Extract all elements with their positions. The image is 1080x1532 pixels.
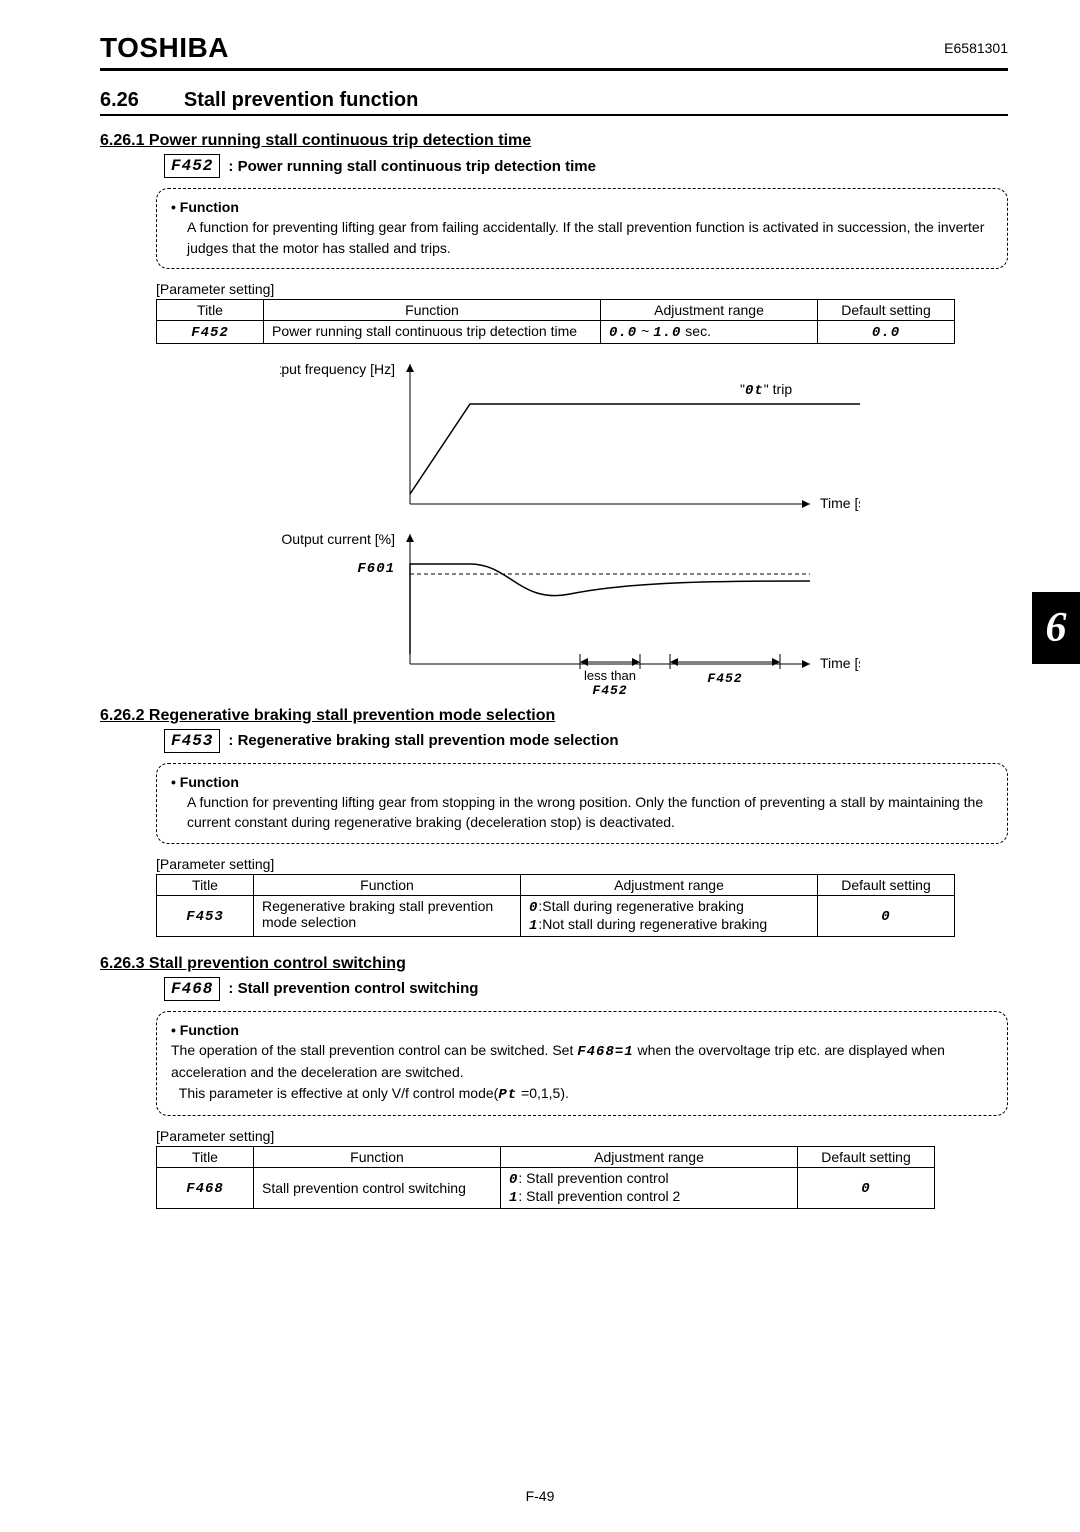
function-label-1: • Function — [171, 197, 993, 217]
t2-default: 0 — [818, 895, 955, 936]
function-text-1: A function for preventing lifting gear f… — [171, 217, 993, 258]
t2-range: 0:Stall during regenerative braking 1:No… — [521, 895, 818, 936]
t1-h2: Function — [264, 299, 601, 320]
t1-default: 0.0 — [818, 320, 955, 343]
function-text-2: A function for preventing lifting gear f… — [171, 792, 993, 833]
param-code-f452: F452 — [164, 154, 220, 178]
t3-h3: Adjustment range — [501, 1146, 798, 1167]
t2-func: Regenerative braking stall prevention mo… — [254, 895, 521, 936]
time2-label: Time [s] — [820, 655, 860, 671]
f601-label: F601 — [357, 561, 395, 577]
header-rule — [100, 68, 1008, 71]
param-table-1: Title Function Adjustment range Default … — [156, 299, 955, 344]
brand: TOSHIBA — [100, 32, 1008, 64]
param-desc-2: : Regenerative braking stall prevention … — [228, 732, 618, 749]
arrow-right-icon — [632, 658, 640, 666]
trip-label: "0t" trip — [740, 381, 792, 399]
section-heading: 6.26 Stall prevention function — [100, 89, 1008, 112]
timing-diagram: Output frequency [Hz] "0t" trip Time [s]… — [280, 354, 1008, 697]
function-text-3: The operation of the stall prevention co… — [171, 1040, 993, 1105]
ps-label-3: [Parameter setting] — [156, 1128, 1008, 1144]
t1-h1: Title — [157, 299, 264, 320]
sub2-heading: 6.26.2 Regenerative braking stall preven… — [100, 707, 1008, 725]
function-label-2: • Function — [171, 772, 993, 792]
t1-title: F452 — [157, 320, 264, 343]
section-rule — [100, 114, 1008, 116]
t3-default: 0 — [798, 1167, 935, 1208]
arrow-up-icon — [406, 534, 414, 542]
t1-h3: Adjustment range — [601, 299, 818, 320]
t2-title: F453 — [157, 895, 254, 936]
axis-cur-label: Output current [%] — [281, 531, 395, 547]
t3-title: F468 — [157, 1167, 254, 1208]
arrow-left-icon — [670, 658, 678, 666]
param-table-2: Title Function Adjustment range Default … — [156, 874, 955, 937]
ps-label-1: [Parameter setting] — [156, 281, 1008, 297]
param-desc-1: : Power running stall continuous trip de… — [228, 158, 596, 175]
t3-func: Stall prevention control switching — [254, 1167, 501, 1208]
param-code-f468: F468 — [164, 977, 220, 1001]
f452-label-a: F452 — [592, 683, 627, 694]
section-number: 6.26 — [100, 89, 180, 112]
ps-label-2: [Parameter setting] — [156, 856, 1008, 872]
t3-h4: Default setting — [798, 1146, 935, 1167]
axis-freq-label: Output frequency [Hz] — [280, 361, 395, 377]
arrow-right-icon — [772, 658, 780, 666]
t3-h1: Title — [157, 1146, 254, 1167]
less-than-label: less than — [584, 668, 636, 683]
t2-h4: Default setting — [818, 874, 955, 895]
function-box-3: • Function The operation of the stall pr… — [156, 1011, 1008, 1116]
t3-h2: Function — [254, 1146, 501, 1167]
function-box-1: • Function A function for preventing lif… — [156, 188, 1008, 269]
t3-range: 0: Stall prevention control 1: Stall pre… — [501, 1167, 798, 1208]
section-title: Stall prevention function — [184, 89, 418, 112]
time1-label: Time [s] — [820, 495, 860, 511]
arrow-right-icon — [802, 500, 810, 508]
sub3-heading: 6.26.3 Stall prevention control switchin… — [100, 955, 1008, 973]
doc-number: E6581301 — [944, 40, 1008, 56]
param-desc-3: : Stall prevention control switching — [228, 980, 478, 997]
freq-curve — [410, 404, 860, 494]
page-footer: F-49 — [0, 1488, 1080, 1504]
arrow-left-icon — [580, 658, 588, 666]
param-code-f453: F453 — [164, 729, 220, 753]
param-table-3: Title Function Adjustment range Default … — [156, 1146, 935, 1209]
t2-h1: Title — [157, 874, 254, 895]
t1-func: Power running stall continuous trip dete… — [264, 320, 601, 343]
current-curve — [410, 564, 810, 654]
t1-range: 0.0 ~ 1.0 sec. — [601, 320, 818, 343]
arrow-right-icon — [802, 660, 810, 668]
arrow-up-icon — [406, 364, 414, 372]
t2-h2: Function — [254, 874, 521, 895]
function-label-3: • Function — [171, 1020, 993, 1040]
function-box-2: • Function A function for preventing lif… — [156, 763, 1008, 844]
chapter-tab: 6 — [1032, 592, 1080, 664]
t2-h3: Adjustment range — [521, 874, 818, 895]
t1-h4: Default setting — [818, 299, 955, 320]
f452-label-b: F452 — [707, 671, 742, 686]
sub1-heading: 6.26.1 Power running stall continuous tr… — [100, 132, 1008, 150]
